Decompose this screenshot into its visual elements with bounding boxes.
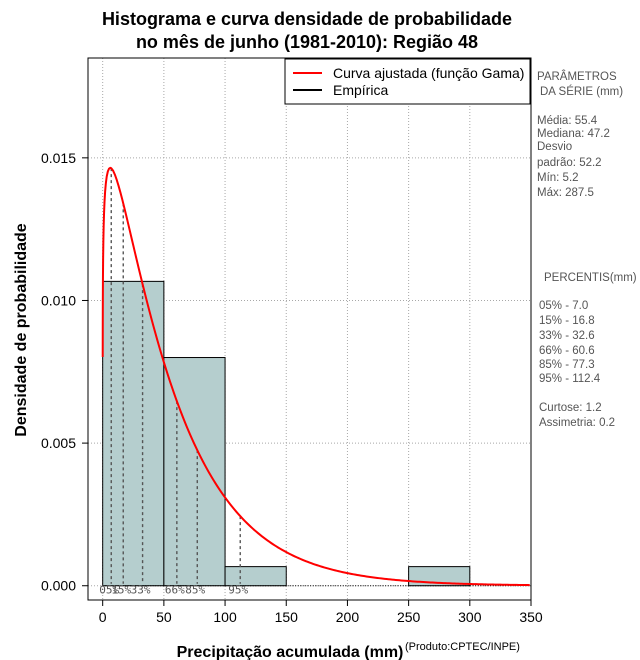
percentil-66: 66% - 60.6 xyxy=(539,345,595,357)
percentis-title: PERCENTIS(mm) xyxy=(544,272,637,284)
axes: 0 50 100 150 200 250 300 350 0.000 0.005 0.010 0.01… xyxy=(41,150,543,625)
legend-label-curve: Curva ajustada (função Gama) xyxy=(333,65,524,81)
histogram-bar xyxy=(408,566,471,587)
percentiles-panel: PERCENTIS(mm) 05% - 7.0 15% - 16.8 33% -… xyxy=(539,272,637,429)
percentil-33: 33% - 32.6 xyxy=(539,330,595,342)
param-stddev-value: padrão: 52.2 xyxy=(537,157,602,169)
percentile-label: 33% xyxy=(131,584,151,597)
x-tick-label: 350 xyxy=(519,609,543,625)
percentile-labels: 05%15% 33% 66% 85% 95% xyxy=(99,584,248,597)
x-tick-label: 150 xyxy=(275,609,299,625)
gamma-curve-layer xyxy=(101,166,530,587)
histogram-bar xyxy=(163,357,226,587)
x-tick-label: 200 xyxy=(336,609,360,625)
percentil-85: 85% - 77.3 xyxy=(539,359,595,371)
percentil-05: 05% - 7.0 xyxy=(539,300,588,312)
histogram-bars xyxy=(102,280,531,587)
x-tick-label: 50 xyxy=(156,609,172,625)
percentil-95: 95% - 112.4 xyxy=(539,373,601,385)
percentile-lines xyxy=(110,168,241,584)
y-tick-label: 0.015 xyxy=(41,150,76,166)
x-tick-label: 100 xyxy=(213,609,237,625)
skewness-value: Assimetria: 0.2 xyxy=(539,417,615,429)
series-parameters-panel: PARÂMETROS DA SÉRIE (mm) Média: 55.4 Med… xyxy=(537,70,623,199)
param-max: Máx: 287.5 xyxy=(537,187,594,199)
kurtosis-value: Curtose: 1.2 xyxy=(539,402,602,414)
percentile-label: 05% xyxy=(99,584,119,597)
x-tick-label: 0 xyxy=(99,609,107,625)
gamma-fitted-curve xyxy=(101,166,530,587)
percentile-label: 85% xyxy=(185,584,205,597)
legend-label-empirical: Empírica xyxy=(333,82,388,98)
x-tick-label: 250 xyxy=(397,609,421,625)
chart-title-line-1: Histograma e curva densidade de probabil… xyxy=(102,9,512,29)
legend-box xyxy=(284,58,531,105)
y-tick-label: 0.010 xyxy=(41,292,76,308)
percentile-label: 15% xyxy=(111,584,131,597)
percentile-label: 66% xyxy=(165,584,185,597)
legend: Curva ajustada (função Gama) Empírica xyxy=(284,58,531,105)
x-tick-label: 300 xyxy=(458,609,482,625)
param-min: Mín: 5.2 xyxy=(537,172,579,184)
x-axis-label: Precipitação acumulada (mm) xyxy=(177,644,404,660)
params-title-line-1: PARÂMETROS xyxy=(537,70,617,83)
params-title-line-2: DA SÉRIE (mm) xyxy=(540,85,623,98)
param-stddev-label: Desvio xyxy=(537,141,572,153)
chart-title-line-2: no mês de junho (1981-2010): Região 48 xyxy=(136,32,478,52)
param-median: Mediana: 47.2 xyxy=(537,128,610,140)
y-tick-label: 0.000 xyxy=(41,578,76,594)
y-axis-label: Densidade de probabilidade xyxy=(13,223,30,436)
percentile-label: 95% xyxy=(228,584,248,597)
credit-text: (Produto:CPTEC/INPE) xyxy=(405,641,520,653)
percentil-15: 15% - 16.8 xyxy=(539,315,595,327)
y-tick-label: 0.005 xyxy=(41,435,76,451)
param-mean: Média: 55.4 xyxy=(537,115,598,127)
